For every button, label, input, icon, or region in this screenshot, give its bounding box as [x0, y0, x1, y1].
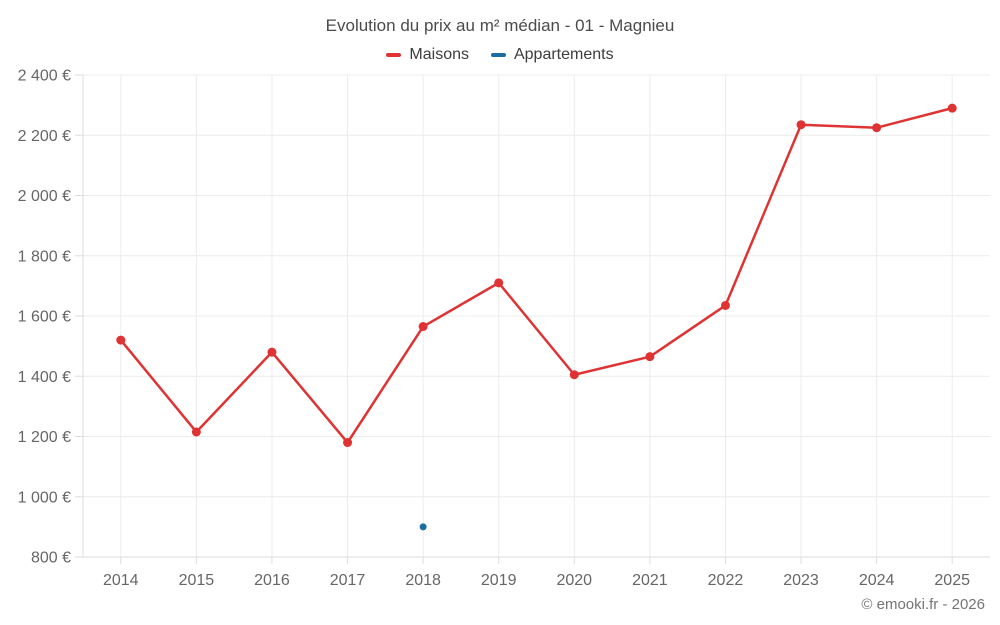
y-tick-label: 2 400 €: [18, 68, 71, 85]
chart-title: Evolution du prix au m² médian - 01 - Ma…: [325, 16, 675, 35]
copyright-text: © emooki.fr - 2026: [861, 596, 985, 613]
data-point-maisons[interactable]: [796, 120, 806, 130]
y-tick-label: 1 600 €: [18, 309, 71, 326]
legend-label-maisons: Maisons: [409, 46, 469, 63]
data-point-maisons[interactable]: [343, 438, 353, 448]
x-tick-label: 2018: [405, 572, 441, 589]
data-point-maisons[interactable]: [872, 123, 882, 133]
x-tick-label: 2014: [103, 572, 139, 589]
y-tick-label: 1 400 €: [18, 369, 71, 386]
data-point-maisons[interactable]: [645, 352, 655, 362]
data-point-maisons[interactable]: [191, 427, 201, 437]
x-tick-label: 2025: [934, 572, 970, 589]
x-tick-label: 2020: [556, 572, 592, 589]
appartements-swatch-icon: [490, 53, 506, 57]
x-tick-label: 2019: [481, 572, 517, 589]
y-tick-label: 2 000 €: [18, 188, 71, 205]
data-point-maisons[interactable]: [267, 347, 277, 357]
data-point-maisons[interactable]: [569, 370, 579, 380]
data-point-appartements[interactable]: [419, 523, 427, 531]
x-tick-label: 2017: [330, 572, 366, 589]
y-tick-label: 1 000 €: [18, 489, 71, 506]
x-tick-label: 2022: [708, 572, 744, 589]
data-point-maisons[interactable]: [116, 335, 126, 345]
legend: Maisons Appartements: [0, 46, 1000, 64]
maisons-swatch-icon: [386, 53, 402, 57]
x-tick-label: 2023: [783, 572, 819, 589]
legend-label-appartements: Appartements: [513, 46, 614, 63]
y-tick-label: 800 €: [31, 550, 71, 567]
legend-item-maisons[interactable]: Maisons: [386, 46, 469, 64]
x-tick-label: 2024: [859, 572, 895, 589]
data-point-maisons[interactable]: [494, 278, 504, 288]
y-tick-label: 1 200 €: [18, 429, 71, 446]
y-tick-label: 1 800 €: [18, 248, 71, 265]
x-tick-label: 2015: [179, 572, 215, 589]
data-point-maisons[interactable]: [720, 300, 730, 310]
y-tick-label: 2 200 €: [18, 128, 71, 145]
x-tick-label: 2021: [632, 572, 668, 589]
series-line-maisons: [119, 106, 954, 444]
legend-item-appartements[interactable]: Appartements: [490, 46, 614, 64]
data-point-maisons[interactable]: [418, 322, 428, 332]
x-tick-label: 2016: [254, 572, 290, 589]
data-point-maisons[interactable]: [947, 103, 957, 113]
